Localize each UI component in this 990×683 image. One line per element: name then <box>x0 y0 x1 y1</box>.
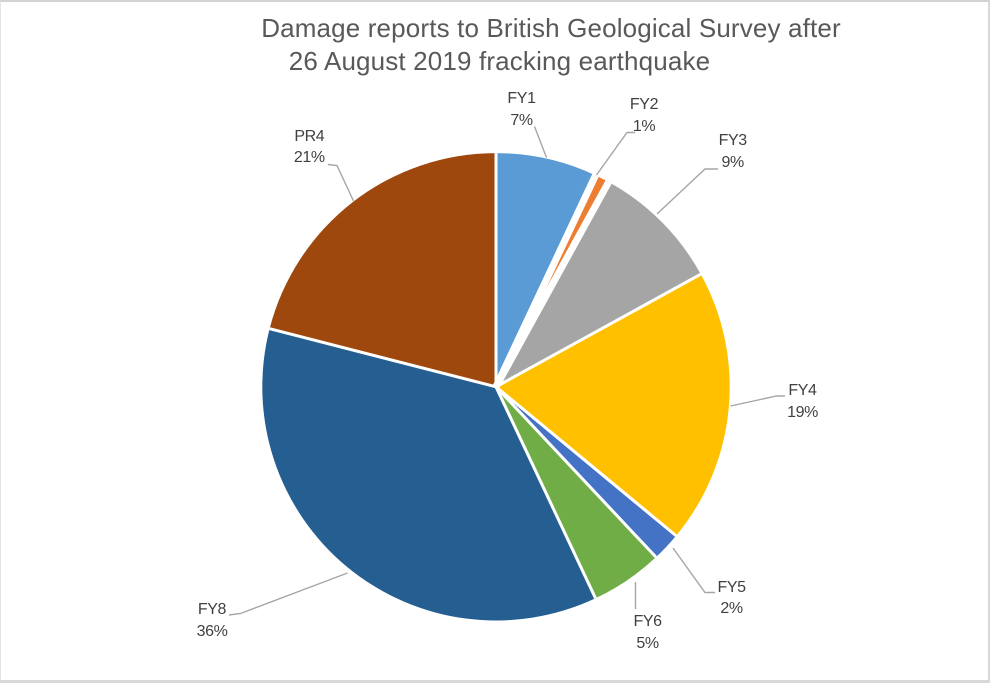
slice-separator <box>492 180 612 389</box>
slice-label-fy1[interactable]: FY1 7% <box>507 88 536 132</box>
slice-label-percent: 5% <box>636 635 659 653</box>
slice-label-category: FY3 <box>718 132 748 150</box>
slice-label-percent: 2% <box>720 600 743 618</box>
pie-slice-fy3[interactable] <box>496 182 701 387</box>
leader-line-fy1 <box>533 126 548 158</box>
slice-separator <box>495 272 702 389</box>
slice-label-fy4[interactable]: FY4 19% <box>787 380 818 424</box>
chart-title-line-2: 26 August 2019 fracking earthquake <box>288 46 711 77</box>
slice-label-category: FY6 <box>633 613 663 631</box>
slice-label-percent: 36% <box>196 622 228 640</box>
slice-label-percent: 9% <box>721 153 745 171</box>
leader-line-fy8 <box>228 572 348 616</box>
leader-line-fy5 <box>672 547 715 594</box>
slice-separator <box>495 385 678 537</box>
slice-label-category: FY8 <box>197 600 227 618</box>
slice-label-fy5[interactable]: FY5 2% <box>717 577 747 621</box>
slice-separator <box>494 386 597 599</box>
slice-label-fy6[interactable]: FY6 5% <box>633 611 663 655</box>
slice-label-category: FY4 <box>788 382 817 400</box>
pie-slice-fy4[interactable] <box>496 274 730 536</box>
pie-slice-pr4[interactable] <box>269 153 496 387</box>
slice-separator <box>494 385 658 559</box>
slice-label-category: PR4 <box>294 127 325 145</box>
chart-title-line-1: Damage reports to British Geological Sur… <box>261 13 841 44</box>
slice-label-percent: 21% <box>293 149 325 167</box>
slice-label-fy3[interactable]: FY3 9% <box>718 130 748 174</box>
leader-line-fy2 <box>595 131 635 176</box>
slice-label-fy8[interactable]: FY8 36% <box>197 599 228 643</box>
slice-label-pr4[interactable]: PR4 21% <box>294 126 325 170</box>
pie-slice-fy6[interactable] <box>496 386 656 599</box>
leader-line-fy4 <box>730 395 785 407</box>
slice-label-percent: 19% <box>787 404 818 422</box>
slice-label-category: FY5 <box>717 578 747 596</box>
slice-label-category: FY1 <box>507 90 536 108</box>
slice-separator <box>269 327 497 389</box>
slice-label-category: FY2 <box>629 96 659 114</box>
slice-label-percent: 1% <box>632 117 656 135</box>
leader-line-pr4 <box>327 163 355 202</box>
slice-label-fy2[interactable]: FY2 1% <box>629 94 659 138</box>
slice-label-percent: 7% <box>510 111 533 129</box>
pie-slice-fy5[interactable] <box>496 386 677 558</box>
leader-line-fy3 <box>656 168 718 215</box>
pie-slice-fy8[interactable] <box>262 328 596 621</box>
